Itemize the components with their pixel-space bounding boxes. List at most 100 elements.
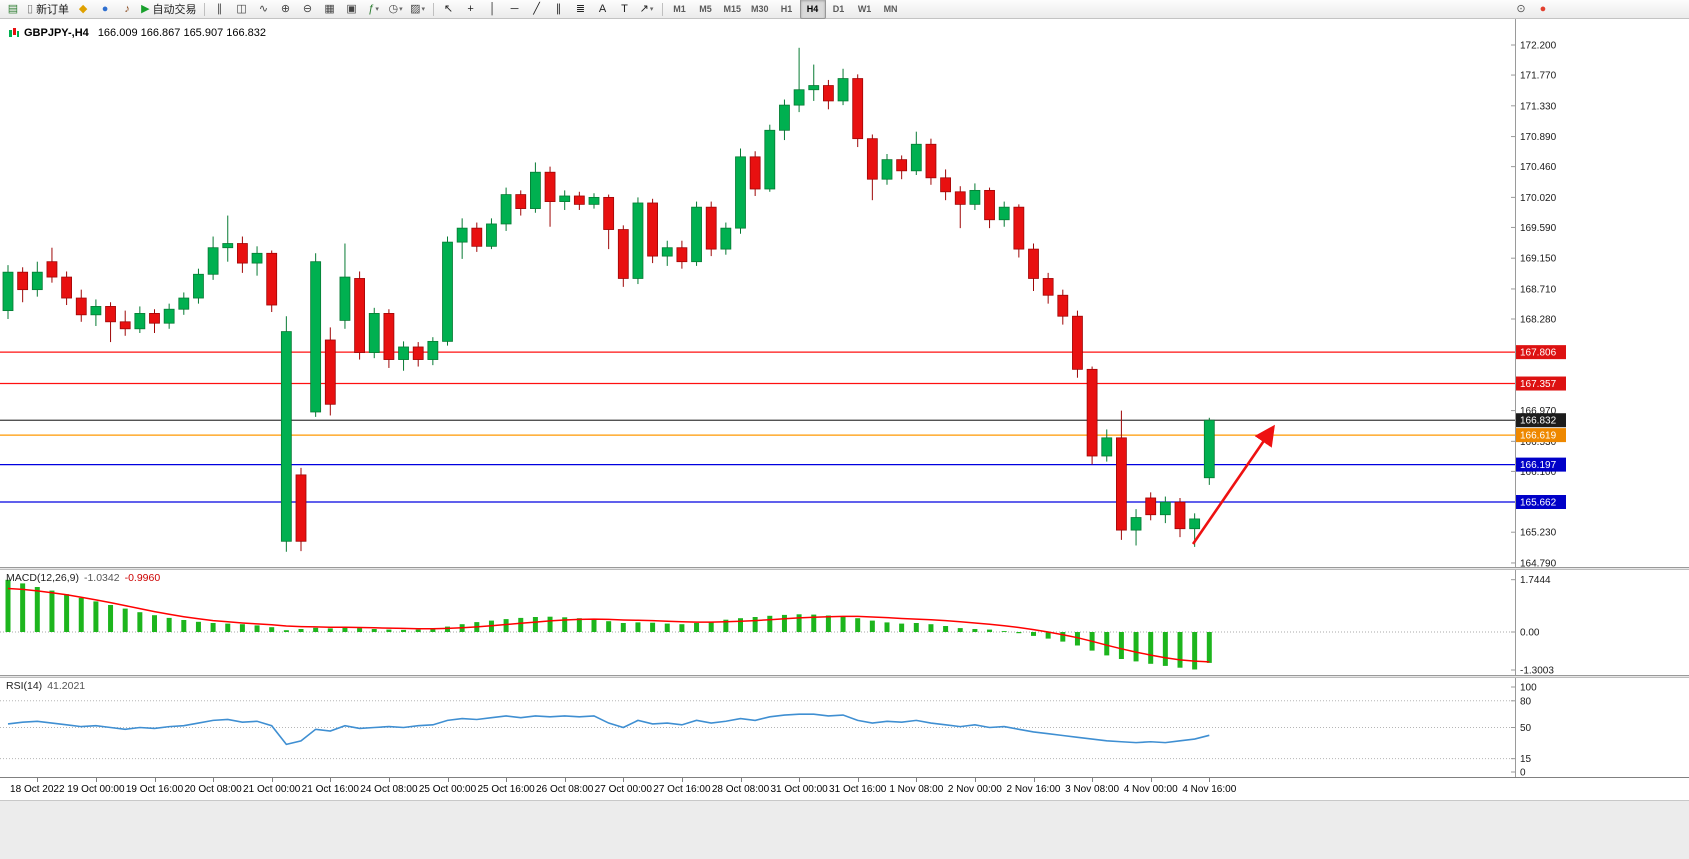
autotrading-button-label: 自动交易 — [152, 4, 197, 16]
tf-button-m15[interactable]: M15 — [719, 0, 747, 19]
toolbar-right: ⊙ ● — [1510, 1, 1554, 17]
new-order-icon: ▯ — [27, 3, 34, 15]
search-icon[interactable]: ⊙ — [1511, 1, 1531, 17]
time-label: 27 Oct 16:00 — [653, 784, 711, 795]
time-label: 26 Oct 08:00 — [536, 784, 594, 795]
zoom-in-icon-glyph: ⊕ — [280, 3, 291, 15]
ohlc-values: 166.009 166.867 165.907 166.832 — [97, 27, 267, 39]
horizontal-line-icon[interactable]: ─ — [505, 1, 525, 17]
macd-label: MACD(12,26,9) -1.0342 -0.9960 — [6, 572, 160, 584]
svg-text:171.770: 171.770 — [1520, 71, 1557, 82]
navigator-icon[interactable]: ● — [95, 1, 115, 17]
time-tick — [213, 778, 215, 782]
metaeditor-icon[interactable]: ◆ — [73, 1, 93, 17]
time-tick — [740, 778, 742, 782]
tf-button-h1[interactable]: H1 — [774, 0, 800, 19]
autotrading-icon: ▶ — [141, 3, 150, 15]
text-label-icon-glyph: T — [621, 3, 628, 15]
tile-windows-icon[interactable]: ▦ — [320, 1, 340, 17]
time-axis[interactable]: 18 Oct 2022 19 Oct 00:00 19 Oct 16:00 20 Oc… — [0, 777, 1689, 800]
new-order-button[interactable]: ▯ 新订单 — [25, 1, 71, 17]
tf-button-mn[interactable]: MN — [878, 0, 904, 19]
arrows-icon[interactable]: ↗ ▾ — [637, 1, 657, 17]
search-icon-glyph: ⊙ — [1516, 3, 1526, 15]
crosshair-icon[interactable]: + — [461, 1, 481, 17]
candlestick-chart[interactable]: 172.200 171.770 171.330 170.890 170.460 170.0… — [0, 19, 1689, 567]
line-chart-icon-glyph: ∿ — [258, 3, 269, 15]
arrange-windows-icon-glyph: ▣ — [346, 3, 357, 15]
tf-button-h4-label: H4 — [806, 4, 819, 14]
svg-text:169.150: 169.150 — [1520, 254, 1557, 265]
svg-text:164.790: 164.790 — [1520, 558, 1557, 567]
panel-splitter[interactable] — [0, 567, 1689, 570]
zoom-in-icon[interactable]: ⊕ — [276, 1, 296, 17]
time-label: 4 Nov 16:00 — [1182, 784, 1237, 795]
cursor-icon-glyph: ↖ — [443, 3, 454, 15]
svg-text:170.020: 170.020 — [1520, 193, 1557, 204]
time-tick — [857, 778, 859, 782]
metaeditor-icon-glyph: ◆ — [78, 3, 88, 15]
tf-button-h4[interactable]: H4 — [799, 0, 826, 19]
svg-text:167.357: 167.357 — [1520, 379, 1557, 390]
tf-button-d1-label: D1 — [832, 4, 845, 14]
vertical-line-icon[interactable]: │ — [483, 1, 503, 17]
toolbar-group: M1 M5 M15 M30 H1 H4 D1 W1 MN — [667, 0, 904, 19]
tf-button-w1[interactable]: W1 — [852, 0, 878, 19]
candlestick-chart-icon[interactable]: ◫ — [232, 1, 252, 17]
toolbar-group: ∥ ◫ ∿ ⊕ ⊖ ▦ ▣ ƒ ▾ ◷ ▾ ▨ ▾ — [209, 1, 429, 17]
svg-text:100: 100 — [1520, 683, 1537, 694]
cursor-icon[interactable]: ↖ — [439, 1, 459, 17]
tf-button-m5[interactable]: M5 — [693, 0, 719, 19]
text-icon[interactable]: A — [593, 1, 613, 17]
svg-text:166.619: 166.619 — [1520, 431, 1557, 442]
new-chart-icon-glyph: ▤ — [7, 3, 19, 15]
tile-windows-icon-glyph: ▦ — [324, 3, 335, 15]
svg-text:165.662: 165.662 — [1520, 498, 1557, 509]
time-label: 21 Oct 00:00 — [243, 784, 301, 795]
time-label: 24 Oct 08:00 — [360, 784, 418, 795]
autotrading-button[interactable]: ▶ 自动交易 — [139, 1, 198, 17]
svg-text:168.710: 168.710 — [1520, 284, 1557, 295]
indicators-icon-glyph: ƒ — [368, 3, 375, 15]
candlestick-chart-icon-glyph: ◫ — [236, 3, 247, 15]
periods-icon[interactable]: ◷ ▾ — [386, 1, 406, 17]
time-tick — [37, 778, 39, 782]
svg-text:166.832: 166.832 — [1520, 416, 1557, 427]
bar-chart-icon[interactable]: ∥ — [210, 1, 230, 17]
macd-chart[interactable]: 1.7444 0.00 -1.3003 — [0, 570, 1689, 675]
arrange-windows-icon[interactable]: ▣ — [342, 1, 362, 17]
empty-area — [0, 800, 1689, 859]
sound-icon[interactable]: ♪ — [117, 1, 137, 17]
svg-text:0.00: 0.00 — [1520, 628, 1540, 639]
time-label: 31 Oct 00:00 — [770, 784, 828, 795]
toolbar-separator — [432, 2, 434, 16]
alert-icon-glyph: ● — [1539, 3, 1547, 15]
trendline-icon[interactable]: ╱ — [527, 1, 547, 17]
rsi-label: RSI(14) 41.2021 — [6, 680, 85, 692]
tf-button-m15-label: M15 — [723, 4, 742, 14]
line-chart-icon[interactable]: ∿ — [254, 1, 274, 17]
svg-text:165.230: 165.230 — [1520, 528, 1557, 539]
svg-text:166.970: 166.970 — [1520, 406, 1557, 417]
tf-button-m1[interactable]: M1 — [667, 0, 693, 19]
tf-button-m30[interactable]: M30 — [746, 0, 774, 19]
macd-main-value: -1.0342 — [83, 572, 120, 584]
text-label-icon[interactable]: T — [615, 1, 635, 17]
macd-signal-value: -0.9960 — [124, 572, 161, 584]
panel-splitter[interactable] — [0, 675, 1689, 678]
rsi-chart[interactable]: 100 80 50 15 0 — [0, 678, 1689, 777]
time-tick — [271, 778, 273, 782]
tf-button-d1[interactable]: D1 — [826, 0, 852, 19]
channel-icon[interactable]: ∥ — [549, 1, 569, 17]
svg-text:169.590: 169.590 — [1520, 223, 1557, 234]
templates-icon-glyph: ▨ — [410, 3, 421, 15]
zoom-out-icon[interactable]: ⊖ — [298, 1, 318, 17]
indicators-icon[interactable]: ƒ ▾ — [364, 1, 384, 17]
alert-icon[interactable]: ● — [1533, 1, 1553, 17]
fibonacci-icon[interactable]: ≣ — [571, 1, 591, 17]
new-chart-icon[interactable]: ▤ — [3, 1, 23, 17]
time-tick — [506, 778, 508, 782]
time-tick — [154, 778, 156, 782]
svg-text:15: 15 — [1520, 754, 1532, 765]
templates-icon[interactable]: ▨ ▾ — [408, 1, 428, 17]
